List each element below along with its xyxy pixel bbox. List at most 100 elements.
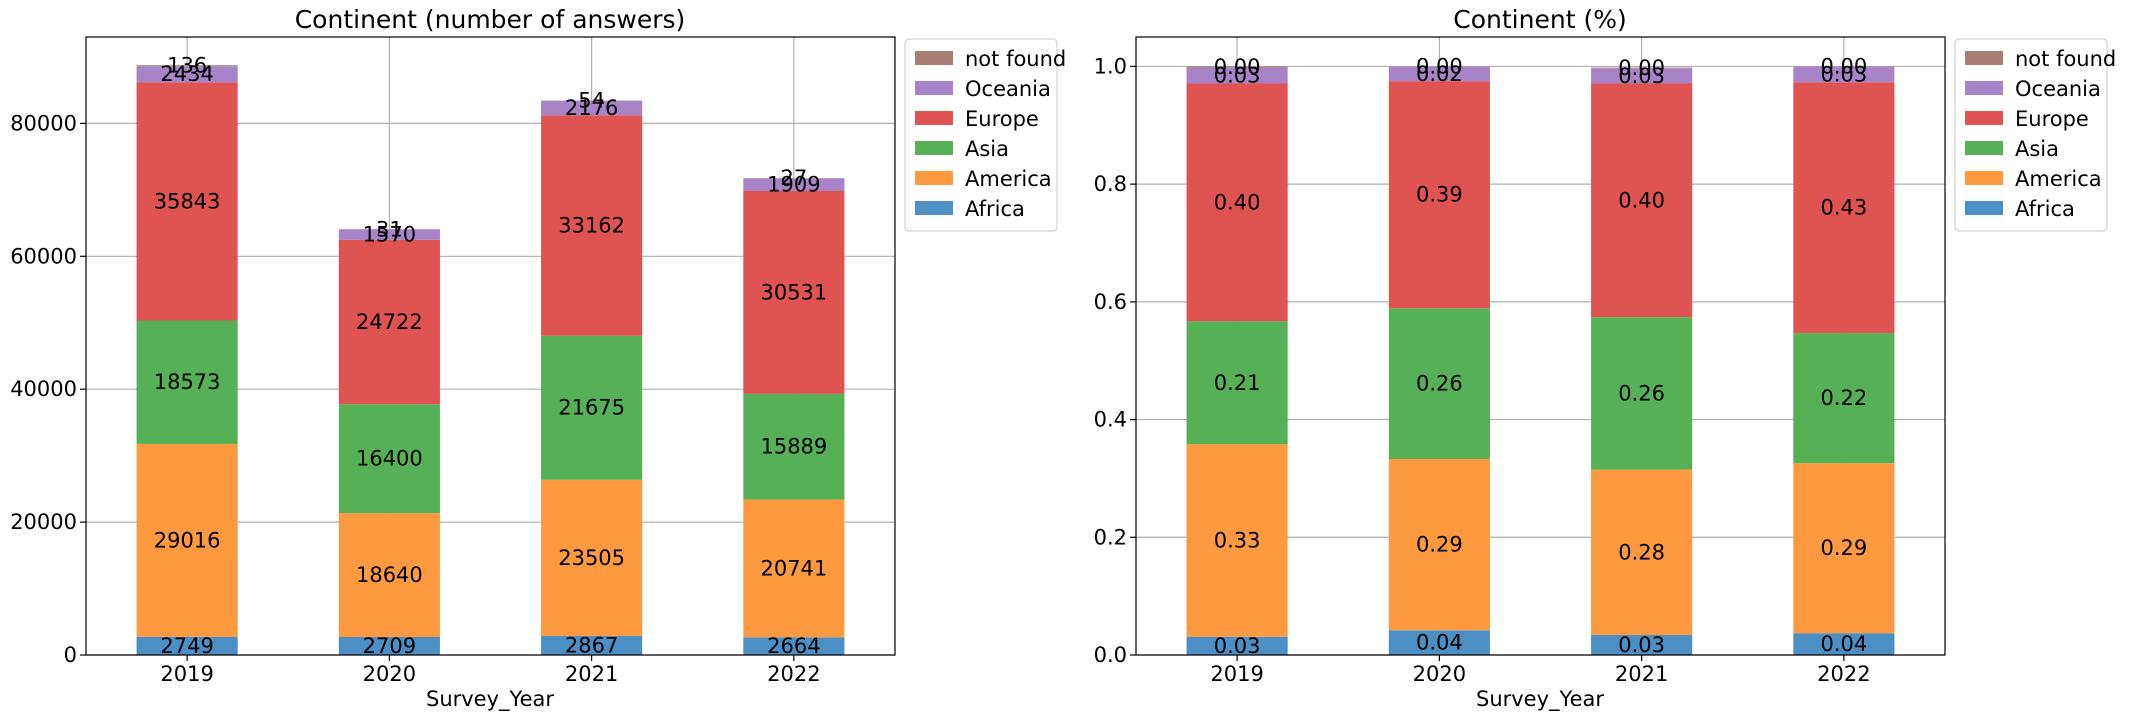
y-tick-label: 1.0 <box>1094 54 1127 78</box>
bar-value-label: 20741 <box>760 556 827 580</box>
x-axis-ticks: 2019 2020 2021 2022 <box>160 655 821 686</box>
legend-swatch <box>915 141 953 155</box>
bar-not-found <box>136 65 238 67</box>
legend: not found Oceania Europe Asia America Africa <box>1954 38 2116 232</box>
bar-value-label: 31 <box>376 217 403 241</box>
bar-value-label: 0.26 <box>1416 372 1463 396</box>
bar-value-label: 0.28 <box>1618 540 1665 564</box>
bar-value-label: 0.33 <box>1214 529 1261 553</box>
x-tick-label: 2021 <box>565 662 618 686</box>
bar-america <box>1186 444 1288 637</box>
chart-title: Continent (%) <box>1453 5 1626 34</box>
legend-label: Oceania <box>965 77 1051 101</box>
legend-swatch <box>915 201 953 215</box>
y-axis-ticks: 0.0 0.2 0.4 0.6 0.8 1.0 <box>1094 54 1136 667</box>
bar-value-labels: 0.03 0.04 0.03 0.04 0.33 0.29 0.28 0.29 0.21 0.26… <box>1214 54 1868 657</box>
legend: not found Oceania Europe Asia America Africa <box>904 38 1066 232</box>
bar-value-label: 0.00 <box>1416 54 1463 78</box>
legend-swatch <box>1965 171 2003 185</box>
bar-oceania <box>1793 66 1895 83</box>
x-tick-label: 2022 <box>767 662 820 686</box>
bar-value-label: 0.00 <box>1820 54 1867 78</box>
bar-value-label: 0.00 <box>1214 55 1261 79</box>
bar-value-label: 136 <box>167 54 207 78</box>
bar-value-labels: 2749 2709 2867 2664 29016 18640 23505 20741 1857… <box>154 54 828 658</box>
bar-america <box>136 443 238 637</box>
bar-america <box>1591 469 1693 635</box>
legend-label: America <box>2015 167 2102 191</box>
bar-europe <box>338 239 440 405</box>
bar-africa <box>1388 630 1490 655</box>
bar-oceania <box>136 66 238 83</box>
plot-frame <box>85 36 896 656</box>
bar-oceania <box>338 229 440 240</box>
y-tick-label: 0.4 <box>1094 408 1127 432</box>
bar-america <box>338 513 440 637</box>
bar-europe <box>1186 83 1288 322</box>
bar-value-label: 0.00 <box>1618 56 1665 80</box>
legend-label: Africa <box>2015 197 2075 221</box>
bar-africa <box>743 637 845 655</box>
legend-swatch <box>1965 201 2003 215</box>
bar-value-label: 0.03 <box>1618 64 1665 88</box>
y-tick-label: 40000 <box>10 377 77 401</box>
y-axis-ticks: 0 20000 40000 60000 80000 <box>10 111 86 667</box>
bar-africa <box>1591 634 1693 655</box>
bar-value-label: 1570 <box>363 223 416 247</box>
bar-value-label: 0.03 <box>1214 634 1261 658</box>
x-tick-label: 2021 <box>1615 662 1668 686</box>
bar-europe <box>1388 81 1490 309</box>
bar-africa <box>541 635 643 655</box>
legend-swatch <box>1965 51 2003 65</box>
y-tick-label: 0.0 <box>1094 643 1127 667</box>
bar-value-label: 29016 <box>154 528 221 552</box>
bar-africa <box>1793 633 1895 655</box>
x-axis-label: Survey_Year <box>426 687 554 712</box>
bar-asia <box>1388 308 1490 460</box>
bar-europe <box>541 115 643 336</box>
bar-value-label: 54 <box>578 89 605 113</box>
bar-value-label: 16400 <box>356 447 423 471</box>
bar-value-label: 0.29 <box>1416 533 1463 557</box>
bar-value-label: 2709 <box>363 634 416 658</box>
bar-value-label: 2867 <box>565 633 618 657</box>
bar-value-label: 33162 <box>558 214 625 238</box>
bar-oceania <box>1388 66 1490 82</box>
chart-title: Continent (number of answers) <box>295 5 686 34</box>
bar-value-label: 30531 <box>760 280 827 304</box>
bar-africa <box>338 636 440 655</box>
bar-oceania <box>1591 68 1693 84</box>
bar-asia <box>338 404 440 514</box>
bar-value-label: 0.29 <box>1820 536 1867 560</box>
bar-europe <box>136 82 238 321</box>
bar-value-label: 18640 <box>356 563 423 587</box>
bar-value-label: 27 <box>781 166 808 190</box>
chart-percent: Continent (%) 0.03 0.04 0.03 0.040.33 0.29 0.… <box>1094 5 2117 712</box>
bar-value-label: 0.39 <box>1416 183 1463 207</box>
bar-asia <box>1591 317 1693 470</box>
bar-not-found <box>1591 67 1693 69</box>
bar-value-label: 0.03 <box>1214 64 1261 88</box>
bar-europe <box>743 191 845 394</box>
bar-value-label: 23505 <box>558 546 625 570</box>
bar-america <box>1388 459 1490 631</box>
y-tick-label: 0.8 <box>1094 172 1127 196</box>
bar-value-label: 24722 <box>356 310 423 334</box>
bar-europe <box>1793 82 1895 334</box>
bar-america <box>541 479 643 636</box>
y-tick-label: 60000 <box>10 244 77 268</box>
bar-africa <box>1186 636 1288 655</box>
bar-oceania <box>743 178 845 192</box>
legend-label: Asia <box>965 137 1009 161</box>
chart-count: Continent (number of answers) 2749 2709 28… <box>10 5 1066 712</box>
legend-label: Europe <box>965 107 1039 131</box>
bar-america <box>1793 463 1895 634</box>
bar-oceania <box>1186 67 1288 84</box>
bar-value-label: 15889 <box>760 435 827 459</box>
bar-value-label: 0.03 <box>1618 633 1665 657</box>
bar-africa <box>136 636 238 655</box>
bar-asia <box>1186 321 1288 445</box>
legend-label: not found <box>2015 47 2116 71</box>
legend-label: not found <box>965 47 1066 71</box>
legend-label: Asia <box>2015 137 2059 161</box>
